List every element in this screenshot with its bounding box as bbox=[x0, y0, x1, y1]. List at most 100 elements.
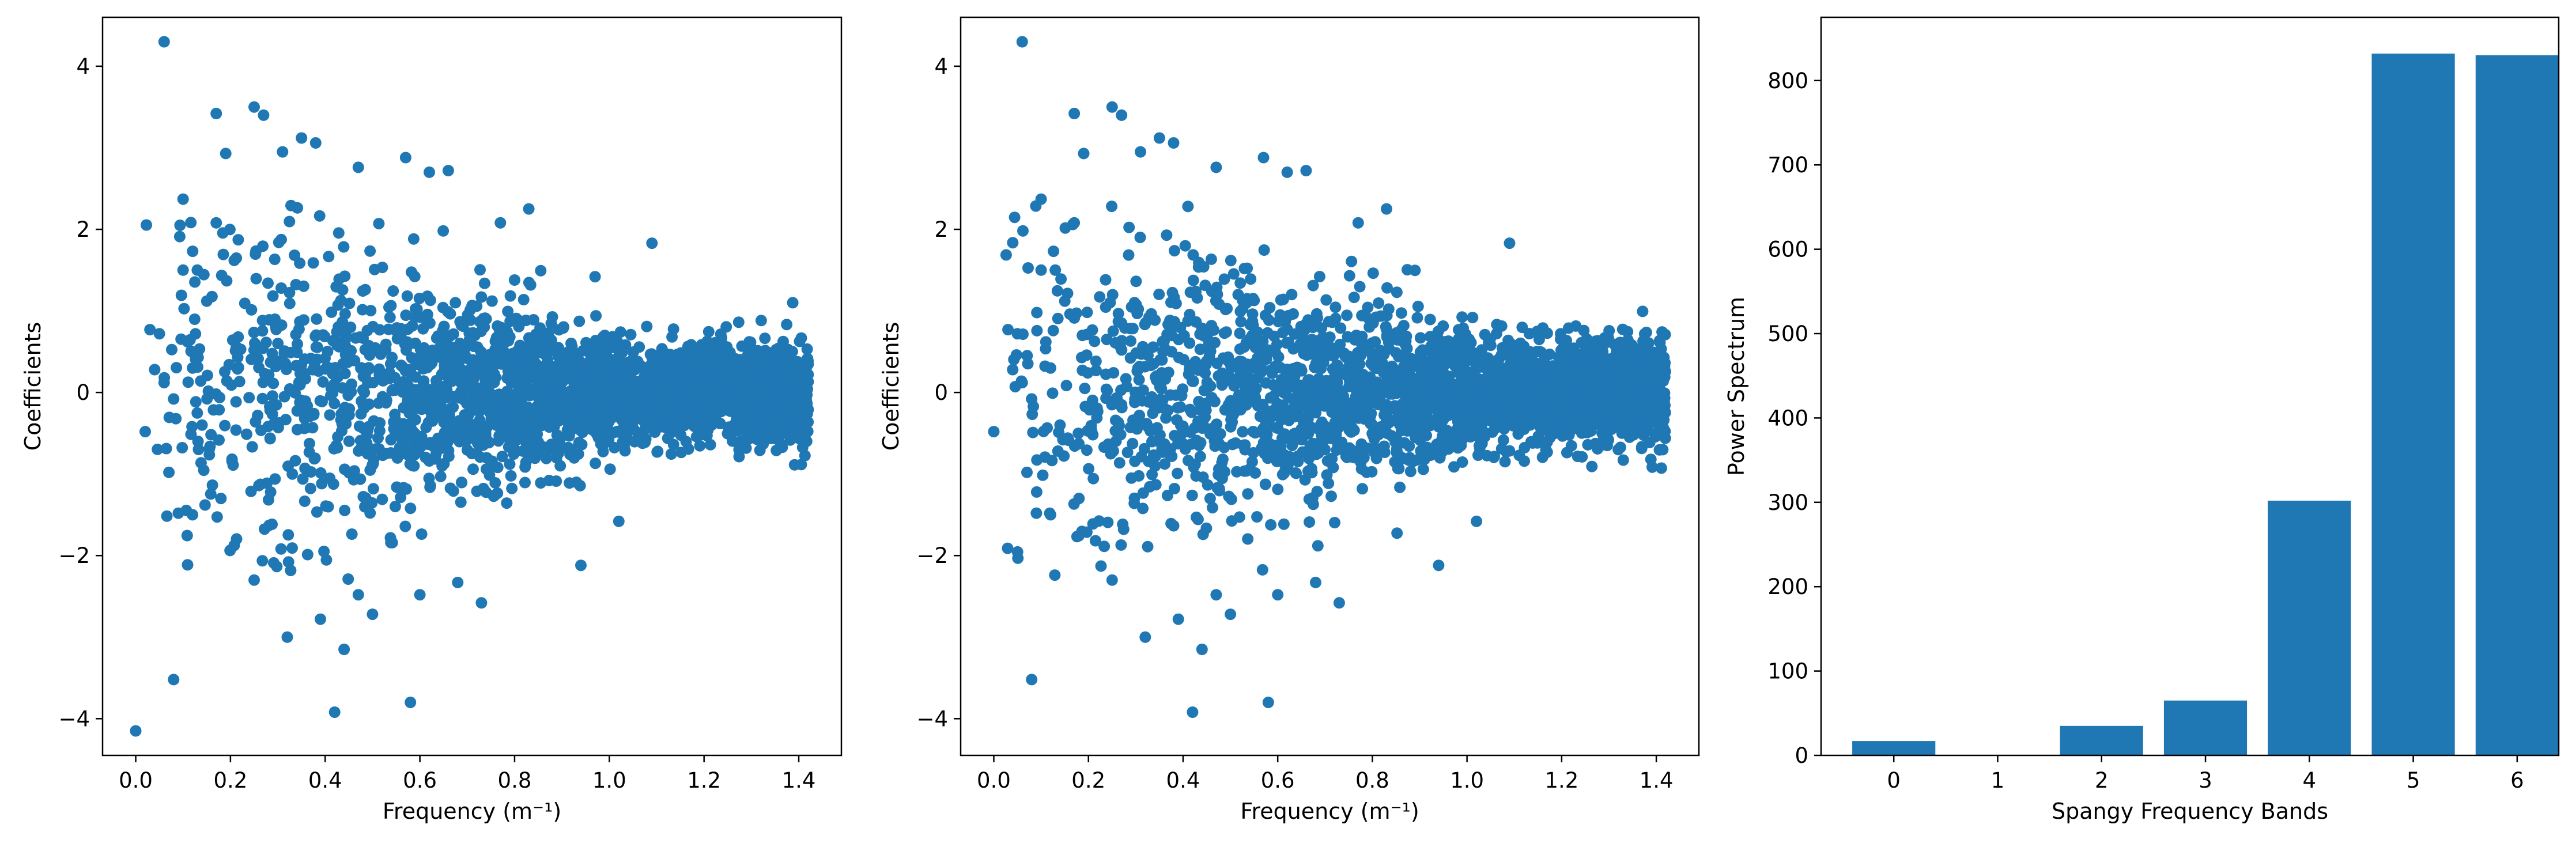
scatter-point bbox=[600, 367, 612, 379]
scatter-point bbox=[352, 161, 364, 173]
scatter-point bbox=[1251, 511, 1263, 523]
scatter-point bbox=[262, 277, 274, 289]
scatter-point bbox=[443, 450, 455, 462]
scatter-point bbox=[1341, 309, 1353, 322]
scatter-point bbox=[1230, 437, 1241, 449]
scatter-point bbox=[299, 495, 311, 507]
scatter-point bbox=[1049, 569, 1061, 581]
scatter-point bbox=[602, 333, 614, 345]
scatter-point bbox=[546, 373, 558, 384]
scatter-point bbox=[755, 315, 767, 327]
scatter-point bbox=[474, 451, 486, 463]
scatter-point bbox=[191, 264, 203, 276]
scatter-point bbox=[177, 264, 189, 276]
scatter-point bbox=[694, 440, 706, 452]
scatter-point bbox=[1421, 429, 1432, 441]
scatter-point bbox=[1048, 245, 1060, 258]
scatter-point bbox=[506, 482, 518, 494]
scatter-point bbox=[1079, 383, 1091, 395]
scatter-point bbox=[1151, 422, 1163, 434]
scatter-point bbox=[488, 359, 500, 371]
scatter-point bbox=[339, 270, 351, 282]
scatter-point bbox=[1365, 357, 1377, 369]
scatter-point bbox=[398, 482, 410, 494]
scatter-point bbox=[440, 392, 452, 404]
scatter-point bbox=[1500, 393, 1512, 404]
scatter-point bbox=[389, 501, 401, 513]
scatter-point bbox=[361, 324, 373, 336]
scatter-point bbox=[1295, 365, 1308, 377]
scatter-point bbox=[267, 377, 279, 390]
scatter-point bbox=[1187, 274, 1199, 286]
scatter-point bbox=[385, 434, 397, 446]
scatter-point bbox=[290, 279, 302, 290]
scatter-point bbox=[452, 416, 464, 428]
scatter-point bbox=[1031, 324, 1043, 336]
scatter-point bbox=[505, 430, 517, 443]
scatter-point bbox=[573, 437, 585, 448]
y-axis-label-left: Coefficients bbox=[20, 322, 46, 451]
scatter-point bbox=[289, 249, 301, 261]
scatter-point bbox=[252, 353, 264, 365]
scatter-point bbox=[1106, 201, 1118, 213]
scatter-point bbox=[488, 490, 500, 502]
scatter-point bbox=[1402, 421, 1414, 433]
scatter-point bbox=[447, 485, 459, 497]
scatter-point bbox=[281, 631, 293, 643]
scatter-point bbox=[348, 474, 360, 486]
scatter-point bbox=[267, 290, 279, 302]
y-tick-label: 2 bbox=[76, 217, 90, 242]
scatter-point bbox=[1307, 437, 1319, 449]
scatter-point bbox=[231, 341, 243, 353]
scatter-point bbox=[496, 451, 508, 463]
scatter-point bbox=[1256, 564, 1268, 576]
scatter-point bbox=[1169, 245, 1180, 257]
scatter-point bbox=[170, 413, 182, 425]
scatter-point bbox=[741, 369, 752, 381]
scatter-point bbox=[500, 347, 512, 360]
scatter-point bbox=[793, 432, 804, 444]
scatter-point bbox=[424, 317, 436, 329]
scatter-point bbox=[296, 372, 308, 384]
scatter-point bbox=[478, 277, 490, 289]
x-tick-label: 0.2 bbox=[213, 768, 247, 793]
scatter-point bbox=[1288, 411, 1300, 423]
scatter-point bbox=[1272, 483, 1284, 496]
scatter-point bbox=[545, 317, 557, 330]
scatter-point bbox=[667, 423, 679, 436]
scatter-point bbox=[187, 245, 199, 258]
scatter-point bbox=[1454, 366, 1466, 379]
scatter-point bbox=[651, 417, 663, 429]
scatter-point bbox=[224, 544, 236, 557]
scatter-point bbox=[1204, 493, 1216, 505]
scatter-point bbox=[1031, 307, 1043, 319]
scatter-point bbox=[190, 396, 202, 408]
scatter-point bbox=[269, 254, 281, 265]
scatter-point bbox=[724, 363, 736, 375]
scatter-point bbox=[272, 338, 284, 350]
scatter-point bbox=[1161, 229, 1173, 241]
scatter-point bbox=[408, 460, 420, 472]
scatter-point bbox=[266, 390, 278, 402]
scatter-point bbox=[679, 411, 691, 423]
scatter-point bbox=[594, 399, 605, 411]
scatter-point bbox=[524, 390, 536, 402]
scatter-point bbox=[438, 417, 450, 428]
scatter-point bbox=[364, 464, 376, 476]
scatter-point bbox=[203, 443, 216, 455]
scatter-point bbox=[475, 291, 488, 303]
scatter-point bbox=[569, 379, 581, 391]
scatter-point bbox=[505, 470, 517, 482]
scatter-point bbox=[1442, 335, 1455, 347]
scatter-point bbox=[527, 314, 539, 326]
scatter-point bbox=[1331, 376, 1343, 388]
scatter-point bbox=[578, 395, 590, 407]
scatter-point bbox=[1191, 511, 1202, 523]
scatter-point bbox=[301, 549, 313, 561]
scatter-point bbox=[442, 165, 454, 177]
scatter-point bbox=[666, 331, 678, 343]
scatter-point bbox=[277, 146, 289, 158]
scatter-point bbox=[577, 365, 590, 377]
scatter-point bbox=[409, 270, 421, 282]
scatter-point bbox=[386, 384, 398, 396]
